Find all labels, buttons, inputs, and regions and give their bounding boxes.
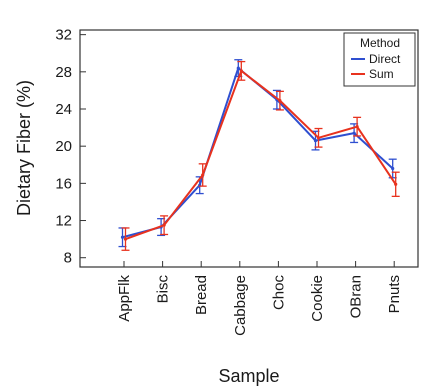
series-line-sum	[125, 69, 397, 241]
legend: Method Direct Sum	[343, 32, 416, 87]
y-tick-label: 20	[55, 138, 72, 155]
data-point	[313, 139, 318, 143]
plot-frame	[79, 29, 419, 268]
y-axis-title: Dietary Fiber (%)	[14, 80, 34, 216]
x-tick-label: Pnuts	[386, 275, 403, 313]
x-axis-title: Sample	[218, 366, 279, 386]
data-point	[120, 235, 125, 239]
data-point	[391, 166, 395, 171]
data-point	[355, 125, 359, 129]
series-direct	[118, 59, 397, 248]
data-point	[278, 99, 282, 103]
legend-title: Method	[360, 36, 400, 50]
data-point	[123, 237, 128, 241]
legend-sum-label: Sum	[369, 67, 394, 81]
data-point	[162, 223, 166, 227]
y-tick-label: 12	[55, 213, 72, 230]
data-point	[316, 136, 321, 140]
data-point	[201, 173, 205, 177]
x-tick-label: AppFlk	[116, 275, 133, 322]
series-line-direct	[122, 67, 394, 239]
y-tick-label: 8	[64, 250, 72, 267]
x-tick-label: Bread	[193, 275, 210, 315]
y-tick-label: 16	[55, 175, 72, 192]
data-point	[239, 69, 243, 73]
x-tick-label: Choc	[270, 275, 287, 311]
x-tick-label: Bisc	[155, 275, 172, 304]
y-tick-label: 32	[55, 27, 72, 44]
y-tick-label: 28	[55, 64, 72, 81]
x-tick-label: OBran	[348, 275, 365, 318]
y-tick-label: 24	[55, 101, 72, 118]
series-sum	[121, 60, 400, 251]
data-point	[394, 182, 398, 186]
x-tick-label: Cookie	[309, 275, 326, 322]
legend-direct-label: Direct	[369, 52, 401, 66]
x-tick-label: Cabbage	[232, 275, 249, 336]
data-point	[236, 66, 240, 70]
data-point	[352, 131, 356, 135]
